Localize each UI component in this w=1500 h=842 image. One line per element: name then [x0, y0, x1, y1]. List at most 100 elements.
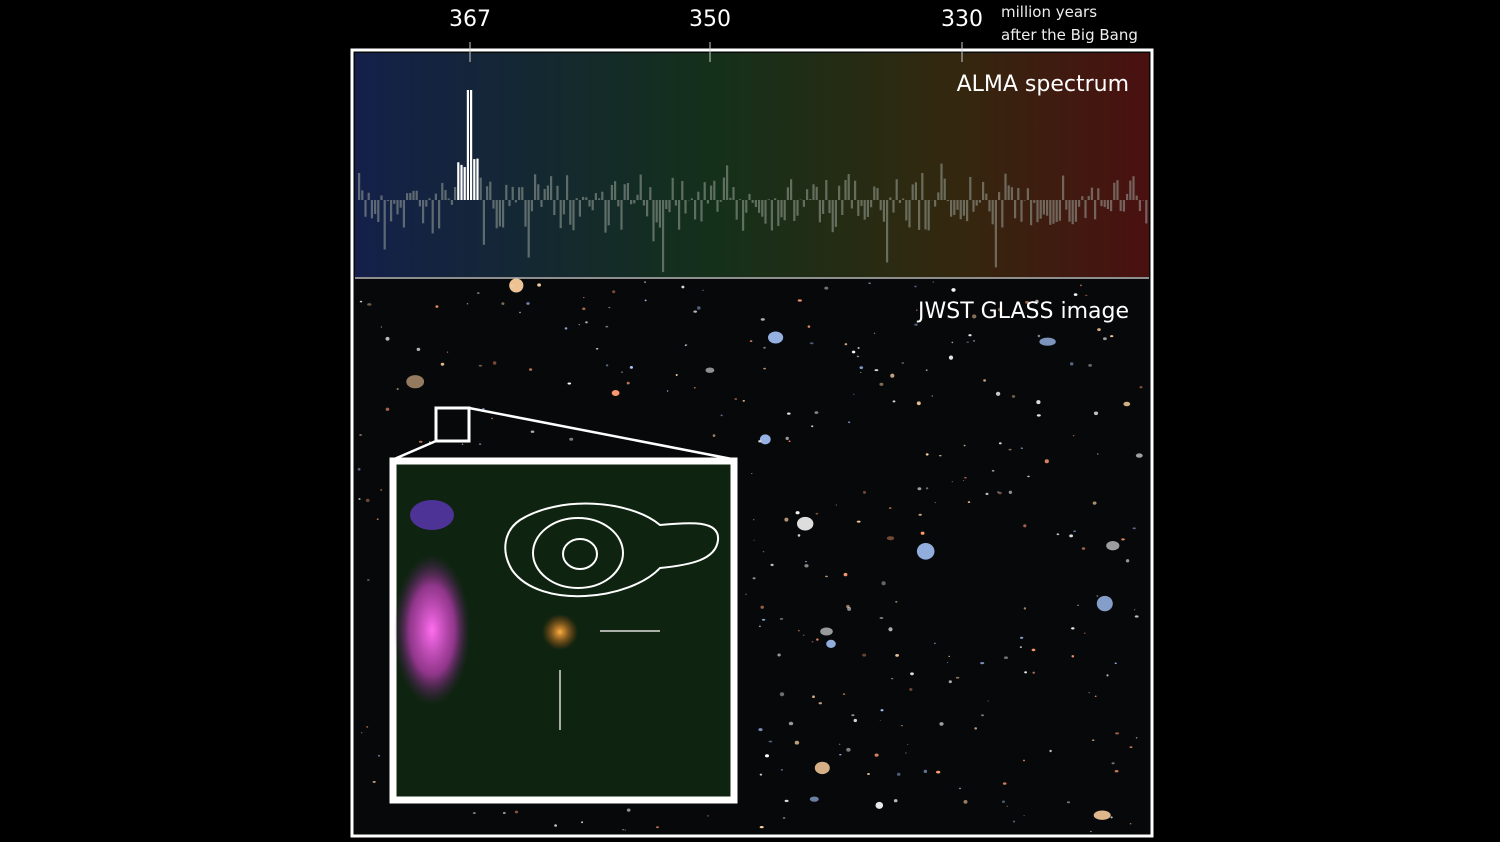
star: [880, 709, 884, 712]
spectrum-bar: [412, 190, 415, 200]
spectrum-bar: [940, 163, 943, 200]
spectrum-bar: [1055, 200, 1058, 222]
spectrum-bar: [1126, 193, 1129, 200]
star: [758, 728, 763, 732]
spectrum-bar: [575, 198, 578, 200]
spectrum-bar: [815, 186, 818, 200]
star: [537, 283, 541, 287]
star: [1135, 737, 1138, 739]
star: [881, 581, 886, 586]
star: [997, 491, 1000, 493]
spectrum-bar: [876, 188, 879, 200]
zoom-line: [468, 406, 738, 462]
spectrum-bar: [521, 187, 524, 200]
star: [1115, 732, 1120, 735]
spectrum-bar: [508, 200, 511, 207]
spectrum-bar: [873, 186, 876, 200]
spectrum-bar: [902, 198, 905, 200]
star: [916, 401, 921, 406]
spectrum-bar: [908, 200, 911, 228]
spectrum-bar: [694, 200, 697, 220]
star: [983, 379, 986, 382]
star: [851, 714, 855, 717]
spectrum-bar: [870, 200, 873, 208]
spectrum-bar: [1110, 200, 1113, 212]
star: [842, 693, 846, 695]
star: [578, 324, 581, 326]
spectrum-bar: [527, 200, 530, 258]
star: [626, 808, 631, 812]
spectrum-bar: [879, 200, 882, 211]
star: [998, 442, 1002, 445]
spectrum-bar: [975, 200, 978, 206]
star: [1077, 604, 1079, 606]
star: [964, 477, 967, 479]
star: [824, 286, 829, 290]
spectrum-bar: [764, 200, 767, 224]
star: [1049, 749, 1052, 753]
spectrum-bar: [742, 200, 745, 231]
star: [1106, 674, 1109, 677]
star: [763, 346, 766, 349]
star: [794, 740, 800, 745]
spectrum-bar: [1020, 200, 1023, 222]
star: [621, 371, 623, 373]
spectrum-bar: [1065, 200, 1068, 210]
star: [804, 564, 809, 568]
spectrum-bar: [556, 185, 559, 200]
spectrum-bar: [681, 181, 684, 200]
spectrum-bar: [690, 198, 693, 200]
spectrum-bar: [831, 200, 834, 233]
spectrum-bar: [998, 192, 1001, 200]
star: [905, 752, 907, 754]
spectrum-bar: [985, 193, 988, 200]
star: [612, 290, 616, 294]
star: [1023, 524, 1027, 528]
star: [879, 617, 884, 619]
star: [765, 754, 769, 758]
spectrum-bar: [719, 200, 722, 202]
star: [1019, 646, 1023, 648]
star: [1132, 527, 1136, 530]
spectrum-bar: [713, 180, 716, 200]
spectrum-bar: [1001, 200, 1004, 228]
spectrum-bar: [674, 200, 677, 206]
star: [925, 453, 929, 456]
star: [758, 440, 762, 443]
star: [1088, 692, 1091, 694]
star: [816, 638, 819, 641]
spectrum-bar: [1081, 196, 1084, 200]
star: [367, 579, 370, 581]
star: [745, 593, 747, 595]
star: [809, 796, 819, 802]
star: [901, 725, 903, 727]
spectrum-bar: [1030, 200, 1033, 226]
spectrum-bar: [479, 177, 482, 200]
star: [963, 800, 968, 804]
star: [1134, 615, 1139, 618]
star: [888, 507, 892, 509]
star: [947, 662, 949, 663]
star: [1039, 337, 1056, 346]
spectrum-bar: [396, 200, 399, 215]
star: [644, 281, 646, 283]
star: [879, 382, 884, 386]
star: [1094, 695, 1097, 697]
spectrum-bar: [473, 159, 476, 200]
spectrum-bar: [703, 182, 706, 200]
star: [809, 342, 814, 345]
star: [846, 747, 851, 752]
spectrum-bar: [572, 200, 575, 231]
spectrum-bar: [620, 200, 623, 230]
spectrum-bar: [818, 200, 821, 223]
contours: [504, 502, 720, 598]
star: [1093, 411, 1099, 416]
star: [780, 769, 783, 771]
star: [967, 501, 971, 503]
star: [1002, 800, 1005, 803]
spectrum-bar: [943, 178, 946, 200]
spectrum-bar: [1017, 187, 1020, 200]
spectrum-bar: [722, 177, 725, 200]
star: [1123, 401, 1131, 407]
star: [366, 726, 369, 728]
